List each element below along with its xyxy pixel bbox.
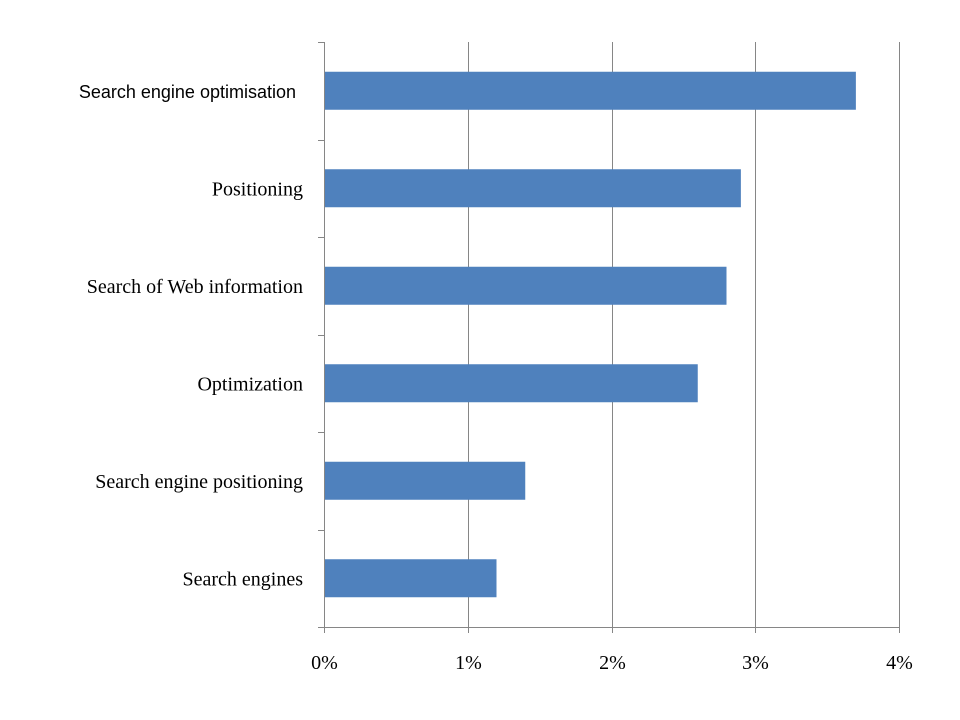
bar (325, 559, 497, 598)
bars (325, 71, 856, 598)
labels: 0% 1% 2% 3% 4% Search engine optimisation Posi… (79, 82, 913, 674)
category-label: Positioning (212, 178, 303, 200)
x-tick-label: 2% (599, 652, 626, 674)
x-tick-label: 1% (455, 652, 482, 674)
bar (325, 266, 727, 305)
bar (325, 364, 698, 403)
category-label: Optimization (197, 373, 303, 395)
category-label: Search of Web information (87, 276, 303, 298)
category-label: Search engine optimisation (79, 82, 296, 102)
bar (325, 461, 526, 500)
axes (318, 42, 900, 633)
category-label: Search engine positioning (95, 471, 303, 493)
x-tick-label: 4% (886, 652, 913, 674)
category-label: Search engines (182, 568, 303, 590)
bar (325, 169, 741, 208)
x-tick-label: 3% (742, 652, 769, 674)
bar (325, 71, 856, 110)
gridlines (468, 42, 900, 627)
x-tick-label: 0% (311, 652, 338, 674)
